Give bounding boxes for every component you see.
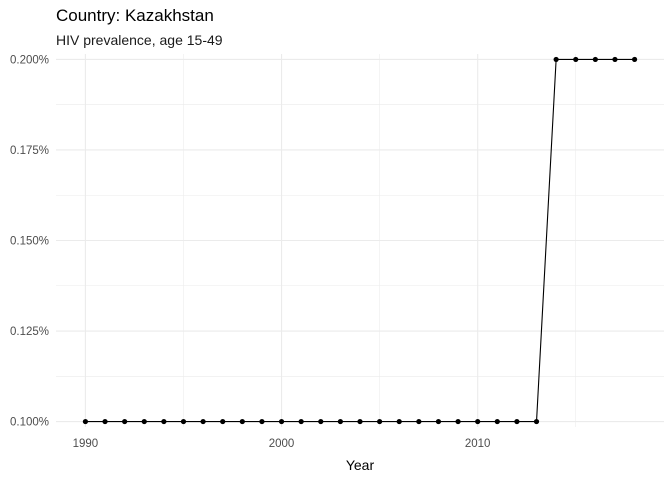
data-point bbox=[220, 418, 226, 425]
data-point bbox=[161, 418, 167, 425]
major-gridlines bbox=[56, 54, 664, 427]
data-point bbox=[318, 418, 324, 425]
data-point bbox=[180, 418, 187, 425]
x-tick-label: 2000 bbox=[269, 438, 295, 450]
data-point bbox=[494, 418, 500, 425]
y-tick-label: 0.125% bbox=[10, 326, 49, 338]
x-tick-label: 2010 bbox=[465, 438, 491, 450]
y-tick-label: 0.175% bbox=[10, 145, 49, 157]
data-point bbox=[553, 56, 559, 63]
data-point bbox=[514, 418, 520, 425]
data-point bbox=[278, 418, 285, 425]
data-point bbox=[612, 56, 618, 63]
data-point bbox=[573, 56, 579, 63]
data-point bbox=[396, 418, 402, 425]
data-point bbox=[475, 418, 481, 425]
chart-title: Country: Kazakhstan bbox=[56, 6, 214, 25]
data-point bbox=[377, 418, 383, 425]
data-point bbox=[533, 418, 540, 425]
data-point bbox=[455, 418, 461, 425]
data-point bbox=[592, 56, 598, 63]
data-point bbox=[435, 418, 442, 425]
data-point bbox=[416, 418, 422, 425]
data-point bbox=[141, 418, 147, 425]
y-tick-label: 0.200% bbox=[10, 54, 49, 66]
data-point bbox=[337, 418, 343, 425]
y-tick-label: 0.100% bbox=[10, 417, 49, 429]
series-layer bbox=[82, 56, 638, 425]
data-point bbox=[122, 418, 128, 425]
data-point bbox=[298, 418, 304, 425]
data-point bbox=[82, 418, 89, 425]
x-tick-label: 1990 bbox=[73, 438, 99, 450]
x-axis-title: Year bbox=[346, 457, 375, 473]
data-point bbox=[259, 418, 265, 425]
chart-subtitle: HIV prevalence, age 15-49 bbox=[56, 32, 223, 48]
y-axis-ticks: 0.100% 0.125% 0.150% 0.175% 0.200% bbox=[10, 54, 49, 428]
data-point bbox=[357, 418, 363, 425]
data-point bbox=[102, 418, 108, 425]
data-point bbox=[239, 418, 245, 425]
x-axis-ticks: 1990 2000 2010 bbox=[73, 438, 491, 450]
y-tick-label: 0.150% bbox=[10, 236, 49, 248]
data-point bbox=[631, 56, 638, 63]
data-point bbox=[200, 418, 206, 425]
